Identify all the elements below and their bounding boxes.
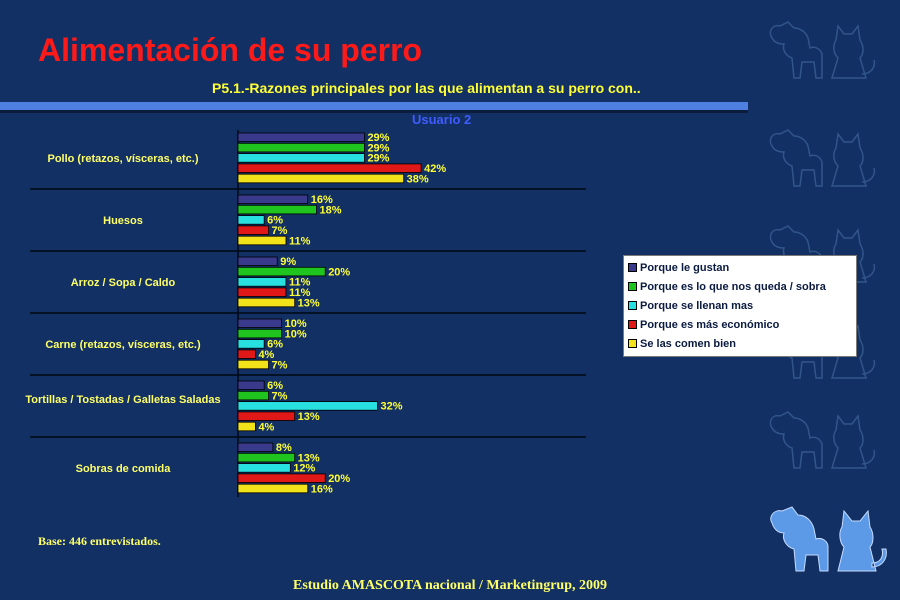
data-label: 7% <box>272 359 288 371</box>
data-label: 29% <box>367 132 389 144</box>
legend-label: Porque es más económico <box>640 318 780 331</box>
dog-and-cat-outline-icon <box>769 225 876 283</box>
legend-swatch <box>628 339 637 348</box>
legend-label: Porque se llenan mas <box>640 299 754 312</box>
bar <box>237 452 296 463</box>
bar <box>237 328 282 339</box>
slide-subtitle: P5.1.-Razones principales por las que al… <box>212 80 641 96</box>
bar <box>237 266 326 277</box>
chart-title: Usuario 2 <box>412 112 472 127</box>
data-label: 6% <box>267 215 283 227</box>
title-divider <box>0 102 748 110</box>
bar <box>237 473 326 483</box>
bar <box>237 215 265 225</box>
bar <box>237 318 282 329</box>
legend-item: Porque es más económico <box>624 315 856 334</box>
bar <box>237 225 269 235</box>
bar <box>237 142 365 153</box>
bar <box>237 287 287 297</box>
legend-label: Se las comen bien <box>640 337 736 350</box>
data-label: 4% <box>258 349 274 361</box>
bar <box>237 339 265 349</box>
legend-swatch <box>628 320 637 329</box>
legend-swatch <box>628 301 637 310</box>
data-label: 11% <box>289 287 311 299</box>
chart-legend: Porque le gustan Porque es lo que nos qu… <box>623 255 857 357</box>
legend-item: Porque es lo que nos queda / sobra <box>624 277 856 296</box>
data-label: 16% <box>311 483 333 495</box>
bar <box>237 463 291 473</box>
bar <box>237 401 378 411</box>
bar <box>237 277 287 287</box>
data-label: 9% <box>280 256 296 268</box>
data-label: 13% <box>298 297 320 309</box>
category-label: Sobras de comida <box>75 463 171 475</box>
data-label: 18% <box>319 204 341 216</box>
bar <box>237 204 317 215</box>
category-label: Carne (retazos, vísceras, etc.) <box>45 339 201 351</box>
legend-item: Porque le gustan <box>624 258 856 277</box>
base-note: Base: 446 entrevistados. <box>38 534 161 548</box>
data-label: 20% <box>328 266 350 278</box>
bar <box>237 173 405 184</box>
dog-and-cat-outline-icon <box>769 21 876 79</box>
bar <box>237 359 269 370</box>
data-label: 10% <box>285 328 307 340</box>
data-label: 12% <box>293 463 315 475</box>
bar <box>237 297 296 308</box>
data-label: 7% <box>272 390 288 402</box>
dog-and-cat-silhouette-icon <box>770 506 887 572</box>
category-label: Tortillas / Tostadas / Galletas Saladas <box>25 394 221 406</box>
category-label: Pollo (retazos, vísceras, etc.) <box>47 153 199 165</box>
data-label: 42% <box>424 163 446 175</box>
bar <box>237 349 256 359</box>
legend-swatch <box>628 263 637 272</box>
bar <box>237 421 256 432</box>
legend-item: Porque se llenan mas <box>624 296 856 315</box>
legend-label: Porque le gustan <box>640 261 730 274</box>
bar <box>237 442 274 453</box>
bar <box>237 411 296 421</box>
bar <box>237 483 309 494</box>
dog-and-cat-outline-icon <box>769 129 876 187</box>
bar <box>237 194 309 205</box>
data-label: 11% <box>289 277 311 289</box>
legend-swatch <box>628 282 637 291</box>
slide-title: Alimentación de su perro <box>38 32 423 68</box>
data-label: 6% <box>267 339 283 351</box>
data-label: 13% <box>298 452 320 464</box>
data-label: 29% <box>367 142 389 154</box>
bar <box>237 132 365 143</box>
footer-credit: Estudio AMASCOTA nacional / Marketingrup… <box>292 578 607 593</box>
data-label: 38% <box>407 173 429 185</box>
data-label: 10% <box>285 318 307 330</box>
data-label: 6% <box>267 380 283 392</box>
bar <box>237 153 365 163</box>
bar <box>237 235 287 246</box>
category-label: Arroz / Sopa / Caldo <box>70 277 176 289</box>
data-label: 13% <box>298 411 320 423</box>
data-label: 11% <box>289 235 311 247</box>
data-label: 7% <box>272 225 288 237</box>
data-label: 20% <box>328 473 350 485</box>
category-label: Huesos <box>103 215 143 227</box>
bar <box>237 380 265 391</box>
dog-and-cat-outline-icon <box>769 411 876 469</box>
data-label: 32% <box>381 401 403 413</box>
data-label: 29% <box>367 153 389 165</box>
bar <box>237 256 278 267</box>
bar <box>237 390 269 401</box>
bar <box>237 163 422 173</box>
data-label: 4% <box>258 421 274 433</box>
data-label: 16% <box>311 194 333 206</box>
legend-item: Se las comen bien <box>624 334 856 353</box>
legend-label: Porque es lo que nos queda / sobra <box>640 280 826 293</box>
data-label: 8% <box>276 442 292 454</box>
